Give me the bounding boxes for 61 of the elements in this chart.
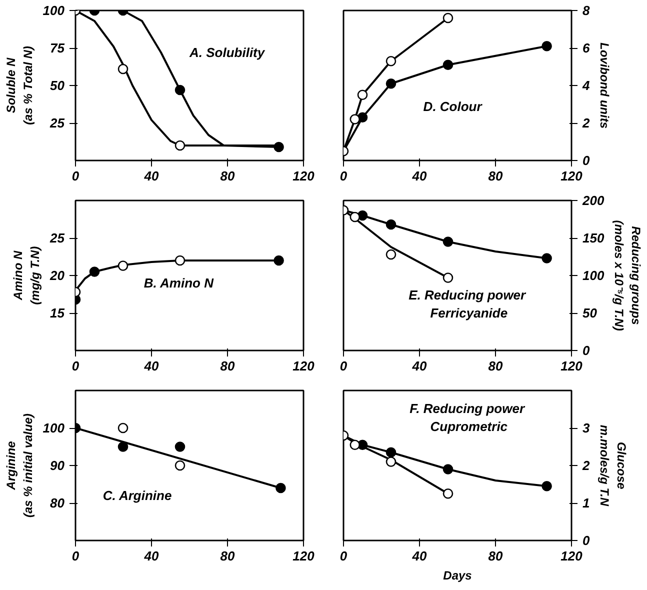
y2-tick-label: 0 — [582, 343, 590, 358]
y-tick-label: 25 — [49, 230, 66, 246]
y-tick-label: 15 — [50, 306, 66, 320]
x-tick-label: 0 — [72, 168, 80, 184]
y2-axis-title: Glucose m.moles/g T.N — [598, 424, 629, 506]
x-tick-label: 80 — [220, 548, 236, 564]
x-tick-label: 120 — [560, 168, 584, 184]
x-tick-label: 120 — [292, 358, 316, 374]
y-tick-label: 80 — [50, 496, 66, 510]
y-tick-label: 50 — [50, 78, 66, 93]
y2-tick-label: 100 — [582, 268, 605, 283]
y-tick-label: 100 — [42, 3, 66, 18]
y2-tick-label: 150 — [582, 230, 605, 246]
y2-tick-label: 4 — [582, 78, 590, 93]
y-tick-label: 25 — [49, 116, 66, 130]
y2-tick-label: 3 — [582, 420, 590, 436]
x-tick-label: 0 — [72, 548, 80, 564]
x-tick-label: 40 — [143, 168, 160, 184]
y-tick-label: 100 — [42, 420, 66, 436]
y2-tick-label: 50 — [582, 306, 598, 320]
y2-tick-label: 2 — [582, 458, 590, 473]
y2-tick-label: 1 — [582, 496, 590, 510]
y-tick-label: 90 — [50, 458, 66, 473]
x-tick-label: 120 — [292, 168, 316, 184]
x-tick-label: 80 — [488, 168, 504, 184]
y2-tick-label: 6 — [582, 40, 590, 56]
annotation: E. Reducing power Ferricyanide — [408, 288, 527, 320]
y-tick-label: 20 — [49, 268, 66, 283]
x-tick-label: 40 — [411, 358, 428, 374]
y2-tick-label: 0 — [582, 153, 590, 168]
annotation: C. Arginine — [102, 488, 172, 503]
y-axis-title: Soluble N (as % Total N) — [4, 46, 35, 125]
annotation: F. Reducing power Cuprometric — [410, 401, 526, 434]
y2-tick-label: 2 — [582, 116, 590, 130]
y2-axis-title: Reducing groups (moles x 10⁻⁵/g T.N) — [612, 220, 643, 331]
y-tick-label: 75 — [50, 40, 66, 56]
y2-tick-label: 200 — [582, 193, 605, 208]
x-tick-label: 40 — [143, 358, 160, 374]
x-tick-label: 80 — [220, 358, 236, 374]
x-tick-label: 120 — [560, 358, 584, 374]
y2-axis-title: Lovibond units — [598, 42, 612, 129]
x-tick-label: 120 — [560, 548, 584, 564]
annotation: A. Solubility — [188, 45, 266, 60]
x-tick-label: 40 — [411, 168, 428, 184]
y2-tick-label: 0 — [582, 533, 590, 548]
y-axis-title: Arginine (as % initial value) — [4, 413, 35, 518]
x-tick-label: 0 — [340, 548, 348, 564]
x-tick-label: 80 — [220, 168, 236, 184]
x-tick-label: 0 — [340, 168, 348, 184]
x-tick-label: 80 — [488, 358, 504, 374]
x-tick-label: 0 — [340, 358, 348, 374]
y2-tick-label: 8 — [582, 3, 590, 18]
x-tick-label: 120 — [292, 548, 316, 564]
y-axis-title: Amino N (mg/g T.N) — [11, 246, 42, 305]
annotation: D. Colour — [423, 99, 483, 114]
x-tick-label: 0 — [72, 358, 80, 374]
x-tick-label: 40 — [411, 548, 428, 564]
annotation: B. Amino N — [144, 276, 214, 290]
x-tick-label: 40 — [143, 548, 160, 564]
x-axis-title: Days — [443, 568, 472, 582]
x-tick-label: 80 — [488, 548, 504, 564]
